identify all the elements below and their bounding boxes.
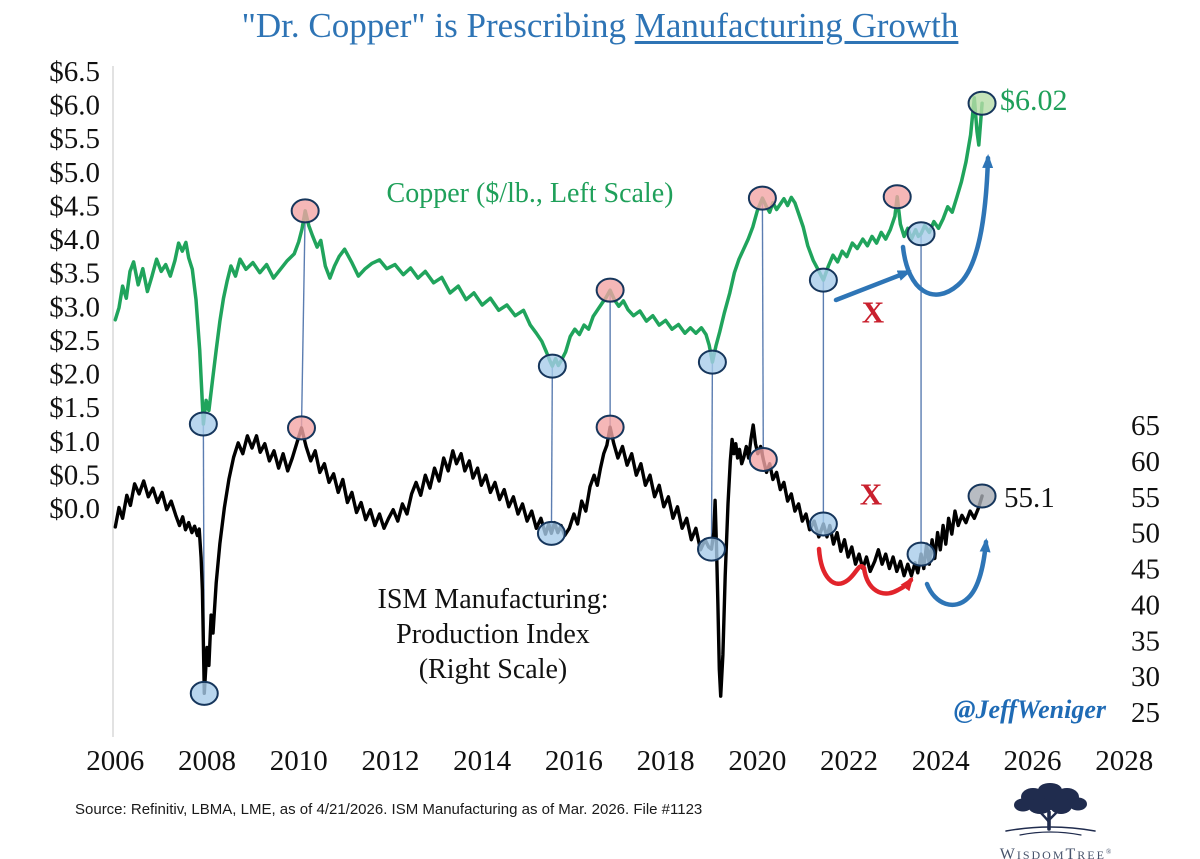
left-axis-tick: $3.0 — [49, 291, 100, 323]
left-axis-tick: $0.0 — [49, 493, 100, 525]
ism-marker-gray — [967, 483, 997, 509]
right-axis-tick: 25 — [1131, 697, 1160, 729]
x-axis-tick: 2016 — [545, 745, 603, 777]
ism-marker-blue — [906, 541, 936, 567]
copper-marker-pink — [747, 185, 777, 211]
peak-trough-connector — [761, 198, 765, 460]
copper-marker-blue — [906, 221, 936, 247]
x-axis-tick: 2012 — [361, 745, 419, 777]
x-axis-tick: 2028 — [1095, 745, 1153, 777]
right-axis-tick: 50 — [1131, 518, 1160, 550]
left-axis-tick: $0.5 — [49, 459, 100, 491]
x-axis-tick: 2014 — [453, 745, 512, 777]
copper-marker-blue — [808, 267, 838, 293]
chart-title: "Dr. Copper" is Prescribing Manufacturin… — [0, 6, 1200, 46]
blue-swoosh-arrow-copper — [900, 154, 994, 297]
right-axis-tick: 55 — [1131, 482, 1160, 514]
copper-marker-pink — [290, 198, 320, 224]
x-axis-tick: 2024 — [912, 745, 971, 777]
ism-marker-blue — [189, 680, 219, 706]
right-axis-tick: 45 — [1131, 554, 1160, 586]
x-axis-tick: 2008 — [178, 745, 236, 777]
left-axis-tick: $1.5 — [49, 392, 100, 424]
ism-marker-pink — [286, 415, 316, 441]
x-axis-tick: 2010 — [270, 745, 328, 777]
ism-marker-blue — [696, 536, 726, 562]
chart-title-prefix: "Dr. Copper" is Prescribing — [241, 6, 635, 45]
blue-swoosh-arrow-ism — [924, 538, 991, 608]
copper-marker-blue — [537, 353, 567, 379]
left-axis-tick: $2.5 — [49, 325, 100, 357]
left-axis-tick: $5.5 — [49, 123, 100, 155]
right-axis-tick: 35 — [1131, 625, 1160, 657]
x-axis-tick: 2006 — [86, 745, 144, 777]
x-axis-tick: 2026 — [1004, 745, 1062, 777]
ism-line — [113, 423, 984, 698]
blue-straight-arrow — [833, 269, 912, 303]
right-axis-tick: 30 — [1131, 661, 1160, 693]
left-axis-tick: $1.0 — [49, 426, 100, 458]
x-axis-tick: 2020 — [728, 745, 786, 777]
copper-marker-blue — [697, 349, 727, 375]
left-axis-tick: $6.5 — [49, 56, 100, 88]
left-axis-tick: $4.5 — [49, 190, 100, 222]
right-axis-tick: 65 — [1131, 410, 1160, 442]
copper-marker-blue — [188, 411, 218, 437]
red-wave-arrow — [816, 546, 914, 596]
ism-marker-blue — [536, 520, 566, 546]
peak-trough-connector — [300, 210, 306, 428]
chart-title-underlined: Manufacturing Growth — [634, 6, 959, 45]
ism-marker-blue — [808, 511, 838, 537]
copper-marker-green — [967, 90, 997, 116]
right-axis-tick: 40 — [1131, 589, 1160, 621]
ism-marker-pink — [595, 414, 625, 440]
ism-marker-pink — [748, 446, 778, 472]
copper-marker-pink — [882, 184, 912, 210]
peak-trough-connector — [550, 366, 554, 534]
left-axis-tick: $3.5 — [49, 258, 100, 290]
left-axis-tick: $4.0 — [49, 224, 100, 256]
peak-trough-connector — [710, 362, 714, 550]
left-axis-tick: $2.0 — [49, 359, 100, 391]
right-axis-tick: 60 — [1131, 446, 1160, 478]
copper-line — [113, 96, 984, 426]
copper-marker-pink — [595, 277, 625, 303]
x-axis-tick: 2022 — [820, 745, 878, 777]
left-axis-tick: $6.0 — [49, 90, 100, 122]
x-axis-tick: 2018 — [637, 745, 695, 777]
left-axis-tick: $5.0 — [49, 157, 100, 189]
